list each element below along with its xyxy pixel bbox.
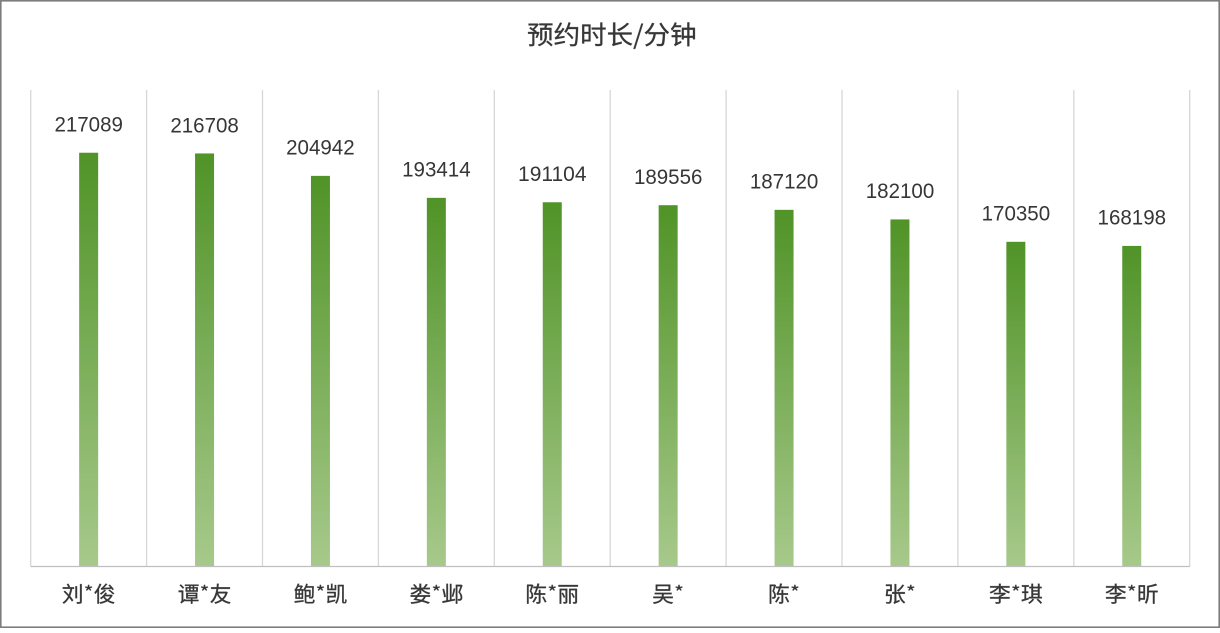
svg-text:168198: 168198 — [1098, 207, 1167, 230]
svg-text:216708: 216708 — [170, 114, 239, 137]
svg-text:187120: 187120 — [750, 171, 819, 194]
svg-text:182100: 182100 — [866, 180, 935, 203]
svg-text:217089: 217089 — [54, 114, 123, 137]
svg-text:193414: 193414 — [402, 159, 471, 182]
svg-text:191104: 191104 — [518, 163, 587, 186]
svg-text:170350: 170350 — [982, 203, 1051, 226]
svg-text:189556: 189556 — [634, 166, 703, 189]
svg-text:204942: 204942 — [286, 137, 355, 160]
